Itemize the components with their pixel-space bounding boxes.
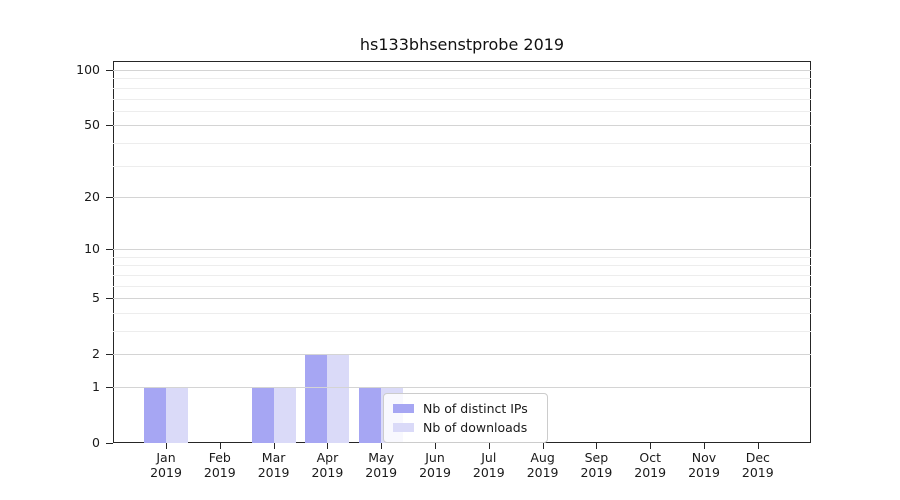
x-axis-label: Aug 2019: [526, 450, 559, 480]
gridline-major: [113, 298, 811, 300]
chart-title: hs133bhsenstprobe 2019: [359, 35, 565, 54]
gridline-minor: [113, 330, 811, 332]
legend-swatch-downloads: [393, 423, 414, 432]
gridline-minor: [113, 142, 811, 144]
x-axis-tick: [757, 443, 759, 449]
x-axis-tick: [435, 443, 436, 449]
x-axis-label: Jul 2019: [472, 450, 505, 480]
y-axis-tick: [106, 249, 113, 251]
legend-swatch-distinct-ips: [393, 404, 414, 413]
gridline-minor: [113, 274, 811, 276]
bar: [273, 386, 296, 443]
bar: [359, 386, 382, 443]
x-axis-label: Oct 2019: [634, 450, 667, 480]
gridline-minor: [113, 312, 811, 314]
gridline-minor: [113, 110, 811, 112]
y-axis-tick: [106, 298, 113, 300]
x-axis-tick: [542, 443, 544, 449]
gridline-major: [113, 386, 811, 388]
x-axis-label: Jan 2019: [150, 450, 182, 480]
y-axis-label: 2: [92, 346, 100, 362]
bar: [327, 354, 350, 443]
gridline-minor: [113, 87, 811, 89]
y-axis-tick: [106, 70, 113, 72]
plot-area: [113, 61, 811, 443]
x-axis-label: Nov 2019: [688, 450, 720, 480]
y-axis-label: 10: [84, 241, 100, 257]
y-axis-tick: [106, 125, 113, 127]
x-axis-tick: [488, 443, 490, 449]
y-axis-label: 100: [76, 62, 100, 78]
y-axis-tick: [106, 386, 113, 388]
x-axis-tick: [596, 443, 598, 449]
legend: Nb of distinct IPs Nb of downloads: [383, 393, 548, 443]
bar: [166, 386, 188, 443]
gridline-major: [113, 354, 811, 356]
bar: [251, 386, 274, 443]
x-axis-tick: [704, 443, 705, 449]
gridline-minor: [113, 165, 811, 167]
gridline-minor: [113, 256, 811, 258]
y-axis-label: 0: [92, 435, 100, 450]
gridline-major: [113, 70, 811, 72]
gridline-minor: [113, 265, 811, 267]
x-axis-tick: [219, 443, 221, 449]
gridline-minor: [113, 285, 811, 287]
x-axis-label: Jun 2019: [419, 450, 451, 480]
x-axis-label: Apr 2019: [311, 450, 344, 480]
y-axis-label: 1: [92, 378, 100, 394]
gridline-major: [113, 125, 811, 127]
gridline-major: [113, 196, 811, 198]
gridline-minor: [113, 78, 811, 80]
bar: [305, 354, 328, 443]
y-axis-label: 20: [84, 188, 100, 204]
x-axis-label: May 2019: [365, 450, 398, 480]
x-axis-label: Feb 2019: [203, 450, 236, 480]
x-axis-label: Sep 2019: [580, 450, 613, 480]
bar: [144, 386, 166, 443]
y-axis-label: 50: [84, 117, 100, 133]
x-axis-tick: [327, 443, 329, 449]
gridline-major: [113, 249, 811, 251]
legend-label-downloads: Nb of downloads: [423, 420, 528, 435]
y-axis-label: 5: [92, 290, 100, 306]
y-axis-tick: [106, 443, 113, 444]
x-axis-tick: [381, 443, 383, 449]
y-axis-tick: [106, 196, 113, 198]
x-axis-tick: [273, 443, 275, 449]
legend-item-distinct-ips: Nb of distinct IPs: [393, 399, 539, 418]
legend-label-distinct-ips: Nb of distinct IPs: [423, 401, 528, 416]
x-axis-label: Mar 2019: [257, 450, 290, 480]
x-axis-label: Dec 2019: [741, 450, 774, 480]
x-axis-tick: [166, 443, 167, 449]
x-axis-tick: [650, 443, 652, 449]
gridline-minor: [113, 98, 811, 100]
y-axis-tick: [106, 354, 113, 356]
legend-item-downloads: Nb of downloads: [393, 418, 539, 437]
